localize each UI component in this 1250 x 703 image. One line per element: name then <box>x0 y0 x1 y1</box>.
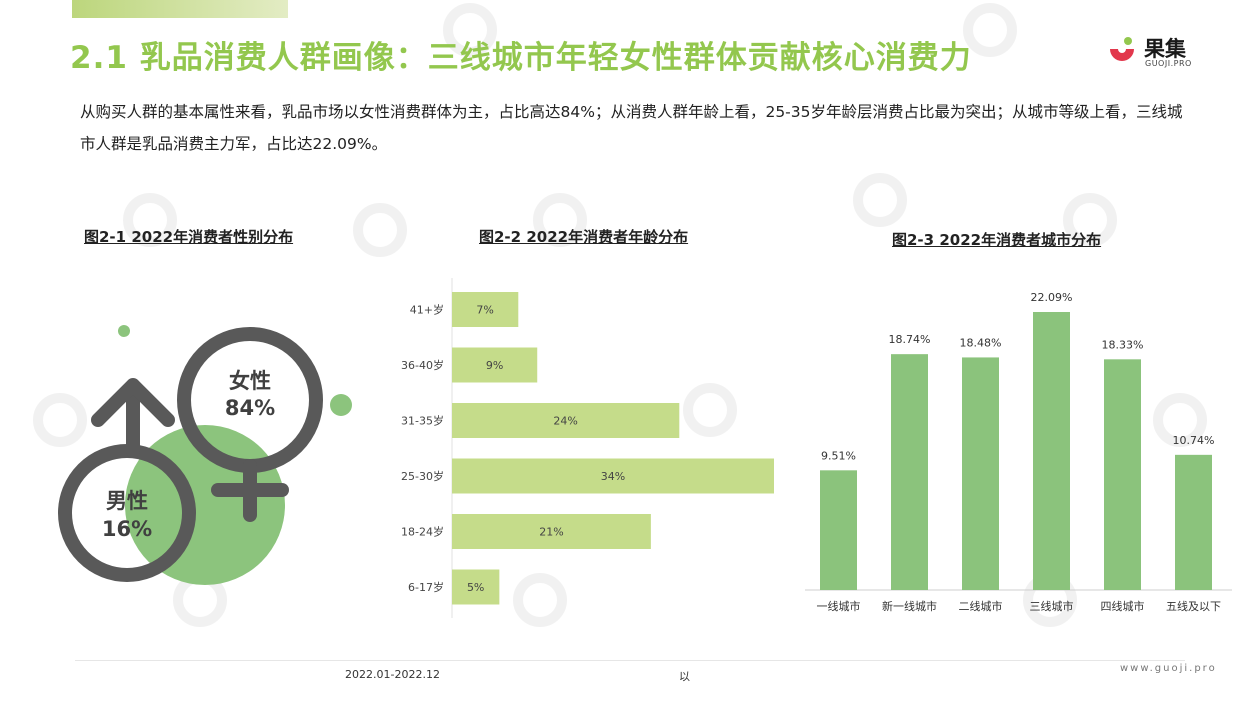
header-accent-bar <box>72 0 288 18</box>
female-symbol <box>177 327 323 522</box>
age-data-label: 24% <box>553 415 577 428</box>
chart-title-gender: 图2-1 2022年消费者性别分布 <box>84 228 294 246</box>
city-tick-label: 二线城市 <box>959 599 1003 613</box>
city-bar <box>820 470 857 590</box>
age-data-label: 34% <box>601 470 625 483</box>
chart-title-city: 图2-3 2022年消费者城市分布 <box>892 231 1102 249</box>
city-tick-label: 一线城市 <box>817 599 861 613</box>
gender-chart: 女性 84% 男性 16% <box>40 300 380 600</box>
footer-date-range: 2022.01-2022.12 <box>345 668 440 681</box>
city-tick-label: 三线城市 <box>1030 599 1074 613</box>
age-tick-label: 41+岁 <box>410 303 444 317</box>
male-label: 男性 <box>106 489 148 513</box>
city-data-label: 18.48% <box>960 336 1002 349</box>
age-bar <box>452 292 519 327</box>
age-tick-label: 6-17岁 <box>408 580 444 594</box>
male-value: 16% <box>102 517 152 541</box>
city-data-label: 18.74% <box>889 333 931 346</box>
city-data-label: 10.74% <box>1173 434 1215 447</box>
intro-paragraph: 从购买人群的基本属性来看，乳品市场以女性消费群体为主，占比高达84%；从消费人群… <box>80 103 1183 153</box>
city-data-label: 9.51% <box>821 449 856 462</box>
male-symbol <box>58 378 196 582</box>
logo-text-en: GUOJI.PRO <box>1145 59 1192 68</box>
brand-logo: 果集 GUOJI.PRO <box>1106 33 1216 73</box>
decor-dot-small <box>118 325 130 337</box>
female-value: 84% <box>225 396 275 420</box>
footer-note: 以 <box>679 670 690 683</box>
age-tick-label: 18-24岁 <box>401 525 444 539</box>
city-tick-label: 四线城市 <box>1101 599 1145 613</box>
city-bar-chart: 9.51% 一线城市 18.74% 新一线城市 18.48% 二线城市 22.09% 三线城市… <box>805 291 1232 613</box>
footer-divider <box>75 660 1185 661</box>
city-data-label: 22.09% <box>1031 291 1073 304</box>
age-bar <box>452 403 680 438</box>
female-label: 女性 <box>229 369 271 393</box>
city-bar <box>1033 312 1070 590</box>
age-data-label: 21% <box>539 526 563 539</box>
decor-dot <box>330 394 352 416</box>
age-bar <box>452 514 651 549</box>
city-bar <box>891 354 928 590</box>
chart-title-age: 图2-2 2022年消费者年龄分布 <box>479 228 689 246</box>
page-title: 2.1 乳品消费人群画像：三线城市年轻女性群体贡献核心消费力 <box>70 40 972 76</box>
age-data-label: 7% <box>476 304 493 317</box>
city-bar <box>962 357 999 590</box>
age-tick-label: 36-40岁 <box>401 358 444 372</box>
logo-text-cn: 果集 <box>1144 37 1186 61</box>
logo-icon <box>1110 37 1134 61</box>
age-bar <box>452 458 774 494</box>
city-bar <box>1104 359 1141 590</box>
city-bar <box>1175 454 1212 590</box>
age-bar <box>452 347 538 383</box>
city-tick-label: 五线及以下 <box>1166 599 1221 613</box>
footer-url: www.guoji.pro <box>1120 663 1217 674</box>
age-tick-label: 31-35岁 <box>401 414 444 428</box>
age-data-label: 5% <box>467 581 484 594</box>
age-tick-label: 25-30岁 <box>401 469 444 483</box>
age-bar-chart: 41+岁 7% 36-40岁 9% 31-35岁 24% 25-30岁 34% 18-24岁 21… <box>401 278 774 618</box>
city-data-label: 18.33% <box>1102 338 1144 351</box>
age-bar <box>452 569 500 605</box>
city-tick-label: 新一线城市 <box>882 599 937 613</box>
age-data-label: 9% <box>486 359 503 372</box>
